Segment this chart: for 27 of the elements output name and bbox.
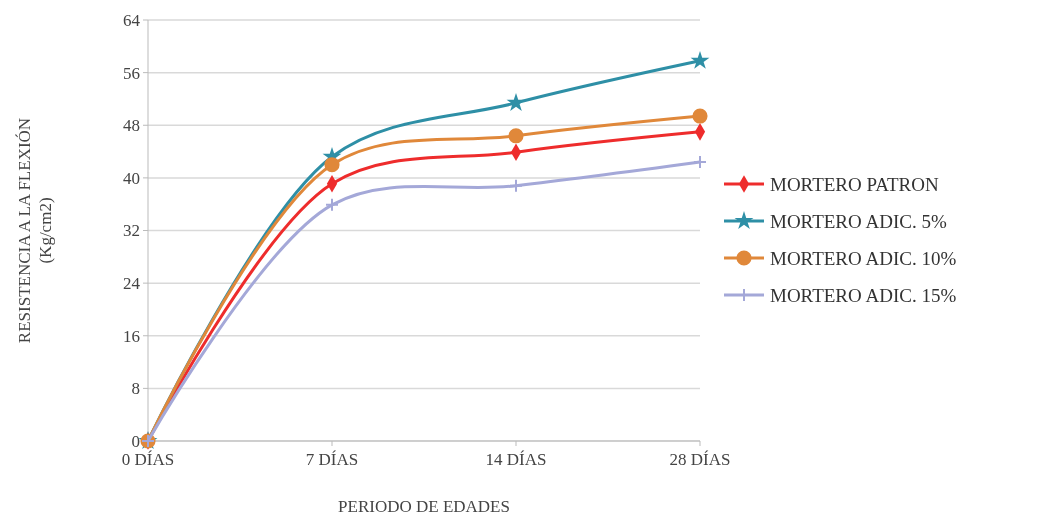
x-tick-label: 14 DÍAS xyxy=(485,450,547,469)
point xyxy=(692,108,708,124)
x-tick-label: 28 DÍAS xyxy=(669,450,731,469)
y-tick-label: 32 xyxy=(123,221,140,241)
y-tick-label: 0 xyxy=(131,431,140,451)
legend-label: MORTERO PATRON xyxy=(770,173,939,195)
legend-label: MORTERO ADIC. 15% xyxy=(770,284,957,306)
legend-label: MORTERO ADIC. 10% xyxy=(770,247,957,269)
legend-label: MORTERO ADIC. 5% xyxy=(770,210,947,232)
x-axis-title: PERIODO DE EDADES xyxy=(338,497,510,516)
y-tick-label: 48 xyxy=(123,116,140,136)
y-tick-label: 40 xyxy=(123,168,140,188)
x-tick-label: 0 DÍAS xyxy=(121,450,175,469)
y-tick-label: 16 xyxy=(123,326,140,346)
y-axis-title: RESISTENCIA A LA FLEXIÓN (Kg/cm2) xyxy=(15,117,55,344)
point xyxy=(509,178,523,193)
y-tick-label: 24 xyxy=(123,274,141,294)
point xyxy=(508,128,524,144)
point xyxy=(325,197,339,212)
point xyxy=(690,50,710,69)
y-tick-label: 64 xyxy=(123,10,141,30)
point xyxy=(693,155,707,170)
point xyxy=(324,157,340,173)
point xyxy=(506,92,526,111)
y-tick-label: 8 xyxy=(131,379,140,399)
y-tick-label: 56 xyxy=(123,63,140,83)
x-tick-label: 7 DÍAS xyxy=(305,450,359,469)
